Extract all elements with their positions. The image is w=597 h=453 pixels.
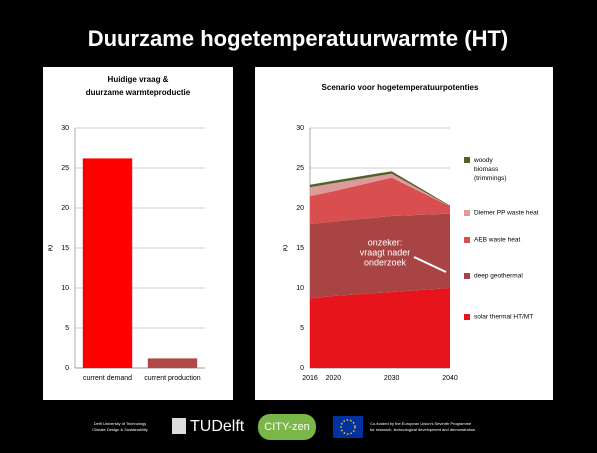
area bbox=[310, 177, 450, 224]
y-tick-label: 20 bbox=[296, 205, 304, 212]
y-tick-label: 15 bbox=[61, 245, 69, 252]
chart-title: Huidige vraag & bbox=[108, 75, 169, 84]
chart-title: duurzame warmteproductie bbox=[86, 88, 191, 97]
eu-stars bbox=[340, 419, 356, 435]
annotation: onderzoek bbox=[364, 257, 407, 267]
legend-label: deep geothermal bbox=[474, 273, 523, 280]
legend-swatch bbox=[464, 273, 470, 279]
legend-swatch bbox=[464, 210, 470, 216]
legend-swatch bbox=[464, 157, 470, 163]
legend-swatch bbox=[464, 314, 470, 320]
y-tick-label: 25 bbox=[296, 165, 304, 172]
logo-icon bbox=[172, 418, 186, 434]
bar bbox=[82, 158, 133, 368]
x-tick-label: 2020 bbox=[326, 375, 342, 382]
area bbox=[310, 173, 450, 207]
eu-flag bbox=[333, 416, 363, 438]
x-tick-label: 2040 bbox=[442, 375, 458, 382]
logo-shape bbox=[258, 414, 316, 440]
y-tick-label: 0 bbox=[65, 365, 69, 372]
annotation-pointer bbox=[413, 256, 447, 273]
logo: TUDelft bbox=[190, 418, 245, 435]
y-tick-label: 15 bbox=[296, 245, 304, 252]
footer-text: for research, technological development … bbox=[370, 427, 475, 432]
footer-text: Delft University of Technology bbox=[94, 421, 147, 426]
y-tick-label: 20 bbox=[61, 205, 69, 212]
logo: CITY-zen bbox=[264, 421, 309, 433]
y-tick-label: 5 bbox=[65, 325, 69, 332]
area bbox=[310, 288, 450, 368]
area bbox=[310, 213, 450, 299]
area bbox=[310, 171, 450, 207]
footer-text: Co-funded by the European Union's Sevent… bbox=[370, 421, 472, 426]
x-tick-label: current demand bbox=[83, 375, 132, 382]
x-tick-label: current production bbox=[144, 375, 201, 382]
legend-label: Diemer PP waste heat bbox=[474, 210, 539, 217]
y-axis-label: PJ bbox=[283, 245, 289, 251]
legend-label: solar thermal HT/MT bbox=[474, 314, 533, 321]
left-panel bbox=[43, 67, 233, 400]
footer-text: Climate Design & Sustainability bbox=[92, 427, 148, 432]
annotation: onzeker: bbox=[368, 237, 403, 247]
y-tick-label: 30 bbox=[61, 125, 69, 132]
y-axis-label: PJ bbox=[48, 245, 54, 251]
chart-title: Scenario voor hogetemperatuurpotenties bbox=[322, 83, 479, 92]
legend-label: woody biomass (trimmings) bbox=[473, 157, 507, 182]
legend-swatch bbox=[464, 237, 470, 243]
y-tick-label: 10 bbox=[296, 285, 304, 292]
x-tick-label: 2030 bbox=[384, 375, 400, 382]
y-tick-label: 10 bbox=[61, 285, 69, 292]
y-tick-label: 30 bbox=[296, 125, 304, 132]
y-tick-label: 0 bbox=[300, 365, 304, 372]
x-tick-label: 2016 bbox=[302, 375, 318, 382]
legend-label: AEB waste heat bbox=[474, 237, 520, 244]
y-tick-label: 25 bbox=[61, 165, 69, 172]
y-tick-label: 5 bbox=[300, 325, 304, 332]
bar bbox=[147, 358, 198, 368]
slide-title: Duurzame hogetemperatuurwarmte (HT) bbox=[88, 26, 509, 51]
annotation: vraagt nader bbox=[360, 247, 411, 257]
